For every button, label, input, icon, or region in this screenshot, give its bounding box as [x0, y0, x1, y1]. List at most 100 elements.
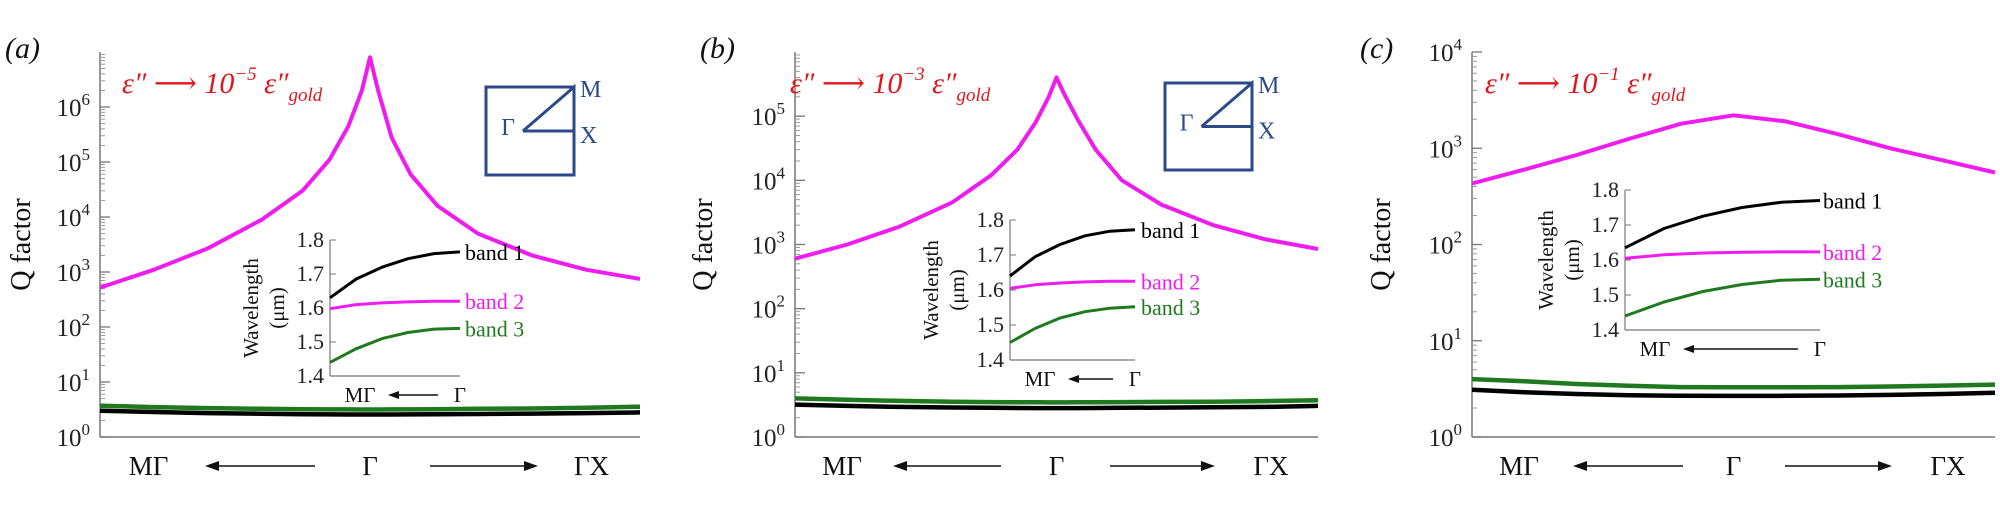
bz-path [1200, 79, 1254, 128]
y-tick-label: 102 [1429, 228, 1463, 260]
y-tick-label: 106 [57, 90, 91, 122]
x-label-left: MΓ [129, 451, 169, 481]
bz-label-m: M [1258, 73, 1279, 99]
inset-y-tick-label: 1.7 [297, 261, 325, 286]
panel-label: (b) [700, 32, 735, 65]
inset-y-tick-label: 1.4 [297, 363, 325, 388]
inset-band-line-3 [329, 326, 461, 364]
y-tick-label: 100 [752, 420, 786, 452]
legend-band-3: band 3 [1823, 267, 1882, 292]
inset-y-tick-label: 1.7 [1592, 212, 1620, 237]
y-axis-label: Q factor [6, 198, 37, 291]
series-line-magenta [1471, 113, 1996, 186]
inset-band-line-3 [1624, 277, 1821, 318]
inset-y-tick-label: 1.8 [977, 207, 1005, 232]
inset-band-line-3 [1009, 305, 1136, 344]
inset-y-tick-label: 1.8 [1592, 177, 1620, 202]
x-label-left: MΓ [822, 451, 862, 481]
y-tick-label: 104 [1429, 35, 1463, 67]
inset-x-label-left: MΓ [345, 383, 376, 407]
legend-band-1: band 1 [465, 240, 524, 265]
x-label-right: ΓX [1930, 451, 1966, 481]
inset-background [1010, 220, 1135, 360]
y-tick-label: 101 [57, 365, 91, 397]
inset-x-label-right: Γ [454, 383, 466, 407]
inset-band-line-2 [1009, 279, 1135, 290]
arrow-left-head [893, 461, 907, 471]
inset-y-tick-label: 1.5 [1592, 282, 1620, 307]
y-tick-label: 100 [1429, 420, 1463, 452]
inset-y-tick-label: 1.6 [977, 277, 1005, 302]
y-tick-label: 102 [752, 292, 786, 324]
inset-x-label-left: MΓ [1025, 367, 1056, 391]
inset-y-tick-label: 1.6 [297, 295, 325, 320]
inset-band-line-1 [1624, 199, 1821, 250]
arrow-left-head [1573, 461, 1587, 471]
inset-band-line-1 [1009, 228, 1136, 278]
inset-x-label-left: MΓ [1640, 337, 1671, 361]
inset-x-label-right: Γ [1129, 367, 1141, 391]
arrow-right-head [1878, 461, 1892, 471]
inset-arrow-head [1068, 375, 1079, 383]
legend-band-1: band 1 [1141, 218, 1200, 243]
inset-y-tick-label: 1.8 [297, 227, 325, 252]
panel-c: (c) Q factor 100 101 102 103 104 MΓ Γ ΓX ε″ ⟶ 10−1… [1360, 32, 1996, 481]
arrow-right-head [1201, 461, 1215, 471]
arrow-left-head [205, 461, 219, 471]
inset-y-label-line1: Wavelength [919, 240, 943, 340]
bz-label-gamma: Γ [501, 115, 515, 141]
inset-y-label-line2: (μm) [945, 269, 969, 311]
inset-arrow-head [1683, 345, 1694, 353]
series-line-black [1471, 387, 1996, 399]
legend-band-2: band 2 [1823, 240, 1882, 265]
inset-y-label-line2: (μm) [265, 287, 289, 329]
x-label-center: Γ [362, 451, 378, 481]
y-tick-label: 104 [57, 200, 91, 232]
bz-label-x: X [580, 123, 597, 149]
inset-y-tick-label: 1.5 [977, 312, 1005, 337]
inset-y-tick-label: 1.4 [977, 347, 1005, 372]
series-line-green [99, 403, 641, 412]
inset-band-line-2 [1624, 250, 1820, 260]
inset-y-tick-label: 1.5 [297, 329, 325, 354]
x-label-right: ΓX [1253, 451, 1289, 481]
y-tick-label: 105 [57, 145, 91, 177]
legend-band-1: band 1 [1823, 189, 1882, 214]
y-axis-label: Q factor [1366, 198, 1397, 291]
epsilon-annotation: ε″ ⟶ 10−1 ε″gold [1485, 64, 1686, 106]
inset-band-line-1 [329, 250, 461, 300]
series-line-black [794, 402, 1319, 411]
x-label-right: ΓX [574, 451, 610, 481]
brillouin-zone-diagram: Γ MX [484, 77, 601, 177]
x-label-center: Γ [1726, 451, 1742, 481]
y-tick-label: 103 [1429, 131, 1463, 163]
y-tick-label: 102 [57, 310, 91, 342]
legend-band-3: band 3 [1141, 295, 1200, 320]
y-axis-label: Q factor [688, 198, 719, 291]
series-line-magenta [794, 75, 1319, 261]
y-tick-label: 101 [752, 356, 786, 388]
inset-background [330, 240, 460, 376]
inset-y-tick-label: 1.4 [1592, 317, 1620, 342]
series-line-black [99, 408, 641, 417]
x-label-center: Γ [1049, 451, 1065, 481]
legend-band-3: band 3 [465, 316, 524, 341]
inset-x-label-right: Γ [1814, 337, 1826, 361]
y-tick-label: 103 [752, 228, 786, 260]
y-tick-label: 101 [1429, 324, 1463, 356]
legend-band-2: band 2 [1141, 269, 1200, 294]
inset-arrow-head [388, 391, 399, 399]
y-tick-label: 104 [752, 163, 786, 195]
panel-label: (a) [5, 32, 40, 65]
legend-band-2: band 2 [465, 289, 524, 314]
inset-y-label-line1: Wavelength [239, 258, 263, 358]
bz-path [521, 83, 576, 133]
x-label-left: MΓ [1499, 451, 1539, 481]
y-tick-label: 100 [57, 420, 91, 452]
